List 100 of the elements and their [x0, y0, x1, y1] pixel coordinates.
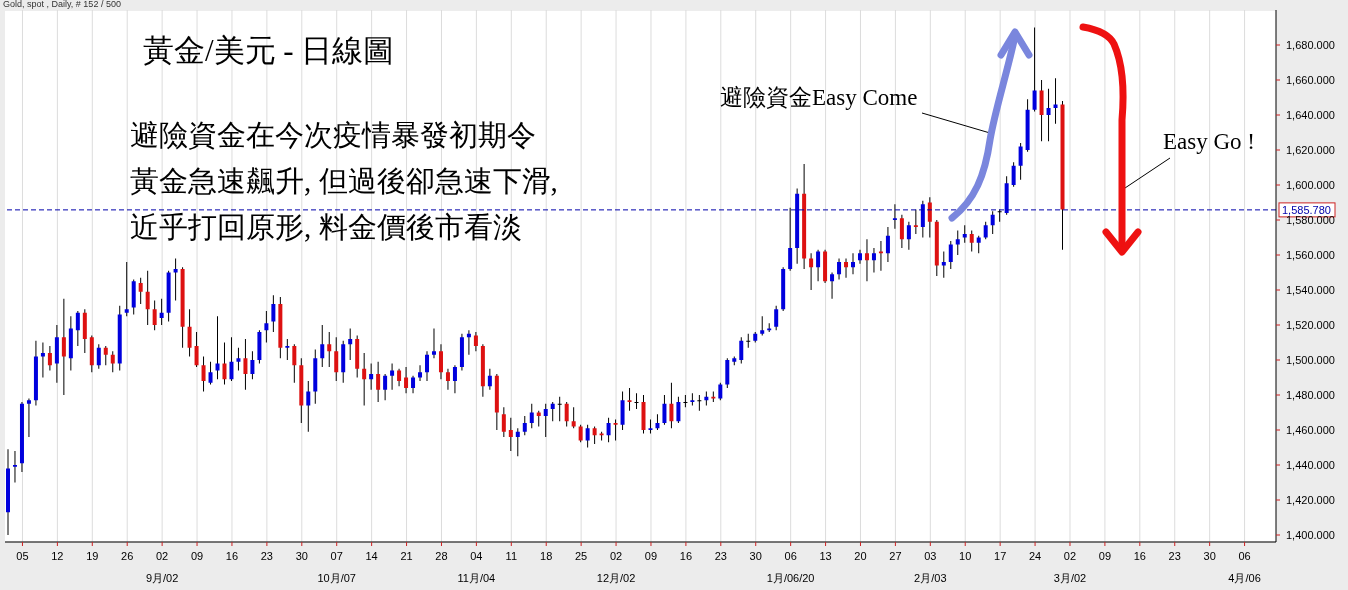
x-tick-label: 23	[1168, 550, 1181, 562]
candlestick	[676, 396, 681, 424]
x-tick-label: 26	[121, 550, 134, 562]
text: 黃金/美元 - 日線圖	[143, 32, 395, 70]
x-tick-label: 30	[1203, 550, 1216, 562]
candlestick	[557, 396, 562, 422]
y-tick-label: 1,400.000	[1286, 529, 1335, 541]
y-tick-label: 1,560.000	[1286, 249, 1335, 261]
annotation: 避險資金Easy Come	[720, 84, 918, 112]
x-tick-label: 30	[295, 550, 308, 562]
x-tick-label: 21	[400, 550, 413, 562]
candlestick	[662, 394, 667, 426]
candlestick	[871, 247, 876, 273]
candlestick	[229, 336, 234, 382]
x-tick-label: 03 2月/03	[914, 550, 947, 584]
candlestick	[320, 324, 325, 368]
candlestick	[955, 230, 960, 256]
candlestick	[487, 368, 492, 391]
candlestick	[110, 350, 115, 373]
y-tick-label: 1,500.000	[1286, 354, 1335, 366]
candlestick	[348, 328, 353, 361]
candlestick	[1011, 161, 1016, 188]
y-tick-label: 1,580.000	[1286, 214, 1335, 226]
candlestick	[564, 401, 569, 427]
candlestick	[585, 424, 590, 448]
candlestick	[250, 350, 255, 380]
x-tick-label: 23	[260, 550, 274, 562]
candlestick	[529, 403, 534, 429]
x-tick-label: 11	[505, 550, 518, 562]
candlestick	[613, 419, 618, 441]
candlestick	[445, 368, 450, 391]
candlestick	[376, 361, 381, 403]
candlestick	[627, 387, 632, 412]
candlestick	[61, 298, 66, 396]
x-tick-label: 09	[190, 550, 204, 562]
candlestick	[941, 251, 946, 279]
y-tick-label: 1,620.000	[1286, 144, 1335, 156]
candlestick	[969, 230, 974, 252]
candlestick	[159, 298, 164, 326]
x-tick-label: 14	[365, 550, 378, 562]
x-tick-label: 28	[435, 550, 448, 562]
candlestick	[864, 238, 869, 282]
candlestick	[774, 305, 779, 331]
candlestick	[438, 343, 443, 380]
y-tick-label: 1,680.000	[1286, 39, 1335, 51]
x-tick-label: 12	[51, 550, 64, 562]
x-tick-label: 05	[16, 550, 29, 562]
candlestick	[369, 363, 374, 391]
candlestick	[271, 294, 276, 333]
candlestick	[306, 380, 311, 433]
candlestick	[760, 315, 765, 336]
candlestick	[1046, 88, 1051, 142]
annotation: 避險資金在今次疫情暴發初期令	[130, 118, 536, 153]
candlestick	[383, 373, 388, 401]
x-tick-label: 17	[994, 550, 1007, 562]
x-tick-label: 02 9月/02	[145, 550, 179, 584]
x-tick-label: 16	[1133, 550, 1146, 562]
x-tick-label: 02 3月/02	[1053, 550, 1087, 584]
ref-line-label: 1,585.780	[1282, 203, 1331, 216]
candlestick	[837, 258, 842, 280]
candlestick	[571, 406, 576, 429]
candlestick	[390, 363, 395, 391]
x-tick-label: 24	[1028, 550, 1042, 562]
candlestick	[634, 392, 639, 410]
candlestick	[892, 203, 897, 230]
candlestick	[473, 331, 478, 352]
candlestick	[948, 240, 953, 270]
candlestick	[425, 350, 430, 382]
x-tick-label: 16	[225, 550, 239, 562]
candlestick	[788, 207, 793, 272]
candlestick	[362, 352, 367, 406]
candlestick	[432, 328, 436, 359]
candlestick	[1032, 27, 1037, 112]
candlestick	[1018, 142, 1023, 181]
candlestick	[96, 343, 101, 370]
candlestick	[522, 415, 527, 436]
annotation: 黃金急速飆升, 但過後卻急速下滑,	[130, 164, 558, 199]
y-tick-label: 1,660.000	[1286, 74, 1335, 86]
x-tick-label: 06 1月/06/20	[766, 550, 815, 584]
candlestick	[404, 366, 409, 394]
x-tick-label: 18	[540, 550, 553, 562]
candlestick	[75, 310, 80, 347]
candlestick	[606, 417, 611, 443]
candlestick	[508, 417, 513, 452]
candlestick	[990, 210, 995, 235]
candlestick	[201, 356, 206, 392]
x-tick-label: 20	[854, 550, 867, 562]
candlestick	[194, 331, 199, 368]
candlestick	[501, 406, 506, 438]
candlestick	[124, 261, 129, 317]
x-tick-label: 09	[644, 550, 658, 562]
annotation: 近乎打回原形, 料金價後市看淡	[130, 210, 522, 245]
candlestick	[515, 427, 520, 457]
candlestick	[292, 343, 297, 384]
candlestick	[906, 221, 911, 251]
candlestick	[452, 364, 457, 394]
candlestick	[809, 252, 814, 291]
candlestick	[103, 345, 108, 366]
candlestick	[913, 209, 918, 235]
candlestick	[208, 361, 213, 385]
